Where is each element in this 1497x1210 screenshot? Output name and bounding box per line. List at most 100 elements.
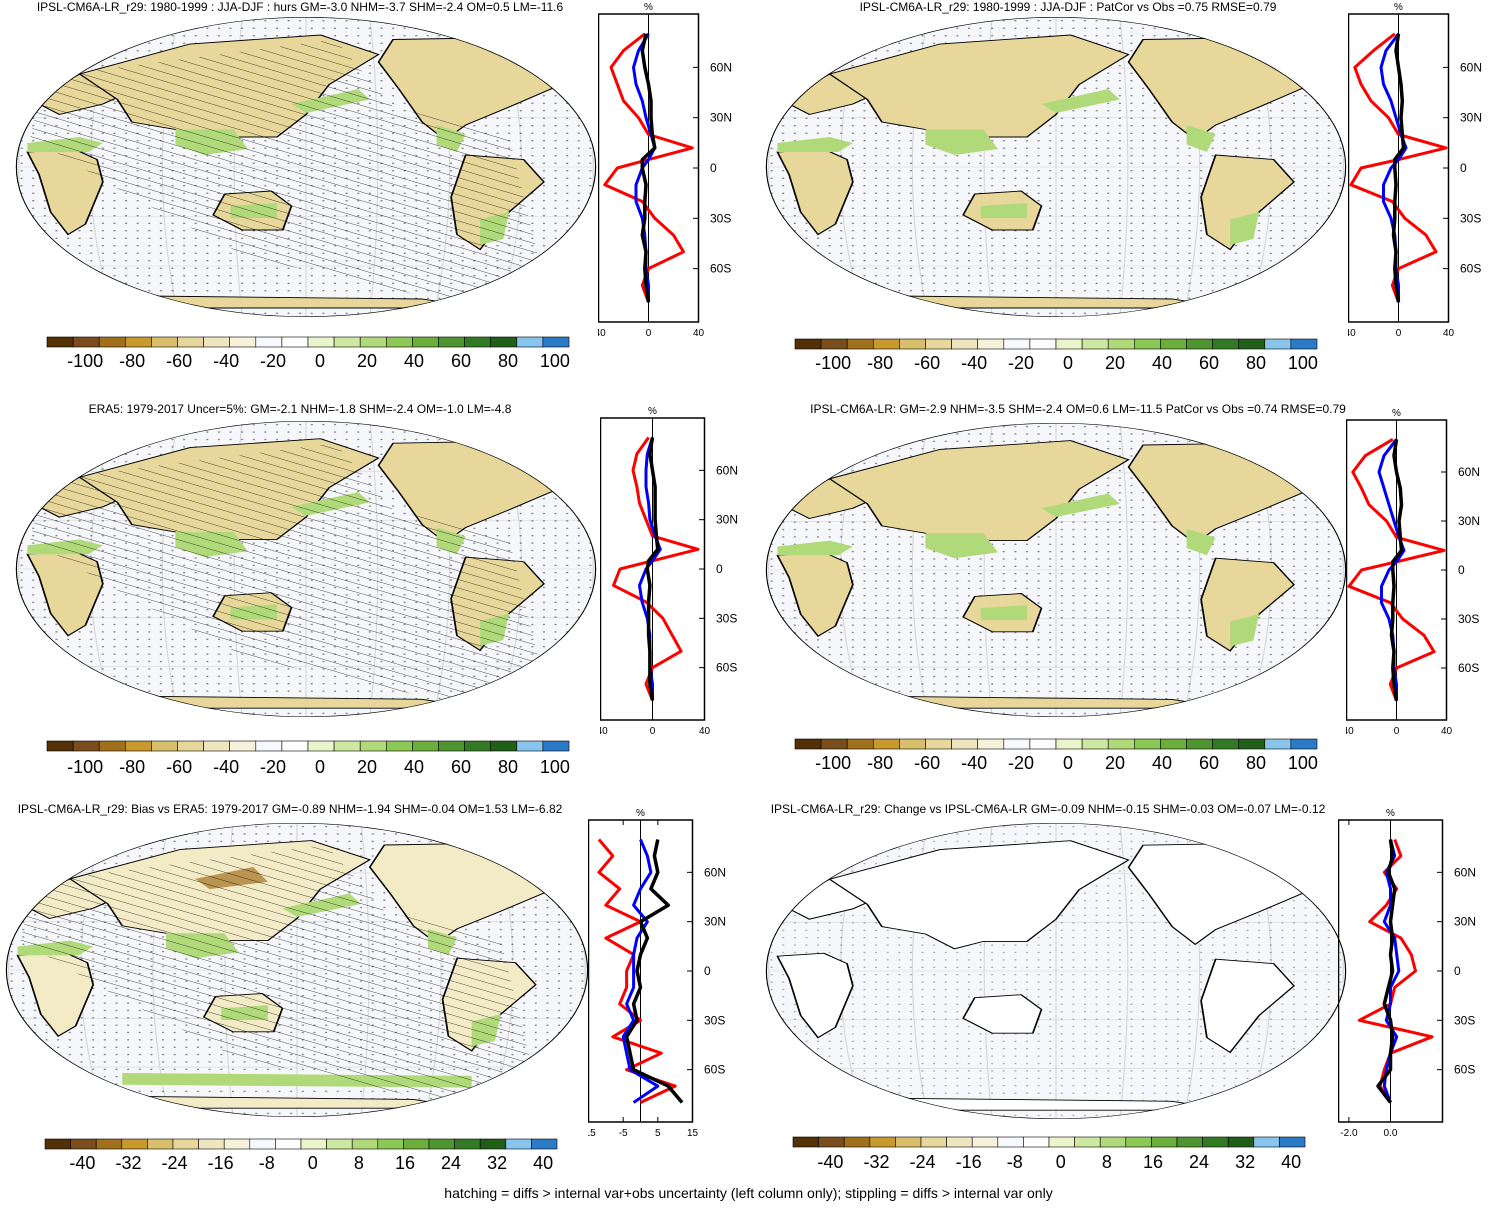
colorbar-swatch <box>172 1138 199 1150</box>
colorbar-swatch <box>255 336 283 348</box>
colorbar-label: 32 <box>487 1153 508 1173</box>
colorbar-swatch <box>249 1138 276 1150</box>
zonal-line-black <box>624 839 684 1104</box>
zonal-unit-label: % <box>644 2 653 13</box>
colorbar-label: 40 <box>1151 353 1173 373</box>
x-tick-label: -2.0 <box>1340 1128 1358 1138</box>
colorbar-swatch <box>203 336 231 348</box>
colorbar-label: 0 <box>307 1153 318 1173</box>
hatching <box>30 443 539 703</box>
colorbar-swatch <box>1048 1136 1075 1148</box>
lat-tick-label: 60N <box>716 463 738 477</box>
colorbar-swatch <box>846 338 874 350</box>
colorbar-swatch <box>333 336 361 348</box>
colorbar-label: -24 <box>909 1152 936 1172</box>
colorbar-swatch <box>1107 738 1135 750</box>
colorbar-swatch <box>1081 738 1109 750</box>
panel-6: IPSL-CM6A-LR_r29: Change vs IPSL-CM6A-LR… <box>748 800 1497 1180</box>
colorbar-label: -20 <box>1008 753 1035 773</box>
colorbar-swatch <box>223 1138 251 1150</box>
colorbar-swatch <box>820 738 848 750</box>
lat-tick-label: 30S <box>1458 612 1479 626</box>
colorbar-swatch <box>377 1138 404 1150</box>
colorbar-swatch <box>125 336 152 348</box>
colorbar-swatch <box>121 1138 148 1150</box>
colorbar-label: -24 <box>161 1153 188 1173</box>
x-tick-label: 0.0 <box>1384 1128 1398 1138</box>
colorbar-label: -80 <box>119 351 146 371</box>
zonal-line-red <box>603 32 694 303</box>
colorbar-swatch <box>151 336 178 348</box>
colorbar-swatch <box>843 1136 871 1148</box>
lat-tick-label: 30S <box>1460 211 1481 225</box>
colorbar-swatch <box>505 1138 532 1150</box>
colorbar-label: 40 <box>1281 1152 1302 1172</box>
colorbar-swatch <box>1290 738 1318 750</box>
continent-africa <box>776 551 854 638</box>
colorbar-swatch <box>490 740 518 752</box>
continent-asia <box>828 34 1130 146</box>
lat-tick-label: 60S <box>716 661 737 675</box>
colorbar-swatch <box>479 1138 507 1150</box>
colorbar-label: 8 <box>1101 1152 1112 1172</box>
world-map <box>15 420 597 718</box>
colorbar-swatch <box>46 740 74 752</box>
colorbar-label: -60 <box>914 753 941 773</box>
continent-africa <box>776 952 854 1039</box>
colorbar-label: -60 <box>166 757 193 777</box>
colorbar-swatch <box>275 1138 302 1150</box>
x-tick-label: -40 <box>1348 328 1356 338</box>
colorbar-swatch <box>951 738 979 750</box>
colorbar-label: 100 <box>539 757 570 777</box>
zonal-line-black <box>645 437 660 701</box>
colorbar-swatch <box>1279 1136 1306 1148</box>
colorbar-swatch <box>869 1136 896 1148</box>
colorbar-swatch <box>1133 338 1161 350</box>
panel-3: ERA5: 1979-2017 Uncer=5%: GM=-2.1 NHM=-1… <box>0 400 748 795</box>
x-tick-label: 0 <box>1396 328 1402 338</box>
colorbar-swatch <box>925 338 952 350</box>
lat-tick-label: 30N <box>704 915 726 929</box>
x-tick-label: 40 <box>1443 328 1455 338</box>
zonal-mean-plot: % -40 0 40 60N 30N 0 30S 60S <box>1346 408 1480 736</box>
colorbar-swatch <box>454 1138 481 1150</box>
colorbar-swatch <box>1029 338 1057 350</box>
lat-tick-label: 60N <box>1460 60 1482 74</box>
x-tick-label: -40 <box>1346 726 1354 736</box>
colorbar-swatch <box>1074 1136 1101 1148</box>
wet-region-india <box>925 533 998 559</box>
colorbar-label: 24 <box>1189 1152 1210 1172</box>
wet-region-ausn <box>980 605 1027 620</box>
colorbar-swatch <box>438 336 465 348</box>
colorbar-swatch <box>385 336 413 348</box>
continent-africa <box>776 148 854 236</box>
wet-region-sahel <box>777 540 853 556</box>
colorbar-swatch <box>281 740 309 752</box>
colorbar-swatch <box>846 738 874 750</box>
colorbar-swatch <box>873 338 900 350</box>
colorbar-label: 40 <box>533 1153 554 1173</box>
continent-asia <box>828 440 1130 549</box>
colorbar-label: 0 <box>315 351 326 371</box>
lat-tick-label: 30N <box>1460 111 1482 125</box>
colorbar-label: -100 <box>815 753 852 773</box>
colorbar-label: 80 <box>1245 753 1266 773</box>
colorbar-label: -8 <box>258 1153 275 1173</box>
colorbar-swatch <box>1023 1136 1050 1148</box>
hatching <box>20 845 530 1103</box>
x-tick-label: 5 <box>655 1128 661 1138</box>
colorbar-swatch <box>359 740 387 752</box>
colorbar-label: -40 <box>961 753 988 773</box>
colorbar-swatch <box>1107 338 1135 350</box>
colorbar-label: -100 <box>67 351 104 371</box>
colorbar-label: -80 <box>119 757 146 777</box>
panel-4: IPSL-CM6A-LR: GM=-2.9 NHM=-3.5 SHM=-2.4 … <box>748 400 1497 795</box>
colorbar <box>46 336 570 348</box>
x-tick-label: -15 <box>588 1128 596 1138</box>
colorbar-swatch <box>307 740 335 752</box>
colorbar-swatch <box>1253 1136 1280 1148</box>
wet-region-india <box>925 129 998 155</box>
zonal-line-red <box>1349 32 1448 303</box>
colorbar-swatch <box>72 336 100 348</box>
colorbar-swatch <box>490 336 518 348</box>
